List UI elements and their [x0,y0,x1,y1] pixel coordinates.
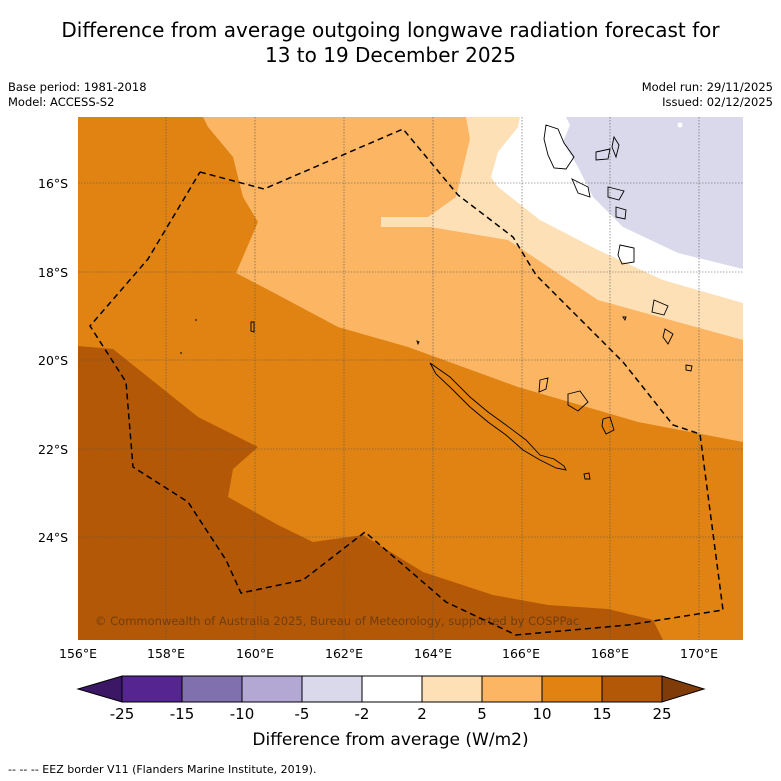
lat-label-24s: 24°S [38,530,69,545]
lon-label-158e: 158°E [146,646,186,661]
eez-border [89,128,724,636]
colorbar-segment-1 [122,676,182,702]
meta-right: Model run: 29/11/2025 Issued: 02/12/2025 [642,80,773,110]
vanuatu-espiritu-santo [543,124,575,170]
title-line-2: 13 to 19 December 2025 [264,43,516,67]
colorbar-arrow-high [661,675,706,703]
colorbar-tick-label: 15 [592,705,612,723]
lat-label-20s: 20°S [38,353,69,368]
map-panel[interactable] [78,117,743,640]
title-line-1: Difference from average outgoing longwav… [61,18,720,42]
graticule [78,117,743,640]
colorbar-tick-label: 10 [532,705,552,723]
colorbar-svg [76,675,706,703]
copyright-notice: © Commonwealth of Australia 2025, Bureau… [95,614,580,628]
islet-marker [677,122,683,128]
isle-of-pines-coast [583,472,591,480]
lon-label-156e: 156°E [58,646,98,661]
region-minus5-to-minus2 [563,117,743,269]
meta-left: Base period: 1981-2018 Model: ACCESS-S2 [8,80,147,110]
colorbar-segment-4 [302,676,362,702]
model-name: Model: ACCESS-S2 [8,95,115,109]
lat-label-16s: 16°S [38,176,69,191]
chart-title: Difference from average outgoing longwav… [0,18,781,68]
lon-label-160e: 160°E [235,646,275,661]
colorbar-segment-2 [182,676,242,702]
colorbar-tick-label: -5 [294,705,310,723]
small-islets [180,316,627,354]
colorbar-segment-6 [422,676,482,702]
lon-label-168e: 168°E [590,646,630,661]
colorbar-segment-7 [482,676,542,702]
lon-label-162e: 162°E [324,646,364,661]
colorbar-tick-label: 5 [477,705,487,723]
coastlines [180,124,693,480]
colorbar-tick-label: -2 [354,705,370,723]
model-run: Model run: 29/11/2025 [641,80,773,94]
lon-label-170e: 170°E [679,646,719,661]
colorbar-tick-label: 2 [417,705,427,723]
colorbar-tick-label: -15 [169,705,195,723]
colorbar-segment-3 [242,676,302,702]
colorbar-segment-8 [542,676,602,702]
colorbar-segment-9 [602,676,662,702]
colorbar-title: Difference from average (W/m2) [252,730,529,750]
loyalty-islands-coast [538,377,615,435]
lat-label-18s: 18°S [38,265,69,280]
lon-label-164e: 164°E [413,646,453,661]
eez-legend-footer: -- -- -- EEZ border V11 (Flanders Marine… [8,763,317,776]
region-15-to-25 [78,346,663,640]
colorbar-tick-label: 25 [652,705,672,723]
colorbar-arrow-low [76,675,123,703]
map-svg [78,117,743,640]
colorbar-tick-label: -25 [109,705,135,723]
lon-label-166e: 166°E [501,646,541,661]
colorbar [76,674,706,708]
colorbar-tick-label: -10 [229,705,255,723]
issued-date: Issued: 02/12/2025 [662,95,773,109]
lat-label-22s: 22°S [38,442,69,457]
base-period: Base period: 1981-2018 [8,80,147,94]
colorbar-segment-5 [362,676,422,702]
new-caledonia-coast [429,362,567,471]
vanuatu-islands [571,135,693,372]
